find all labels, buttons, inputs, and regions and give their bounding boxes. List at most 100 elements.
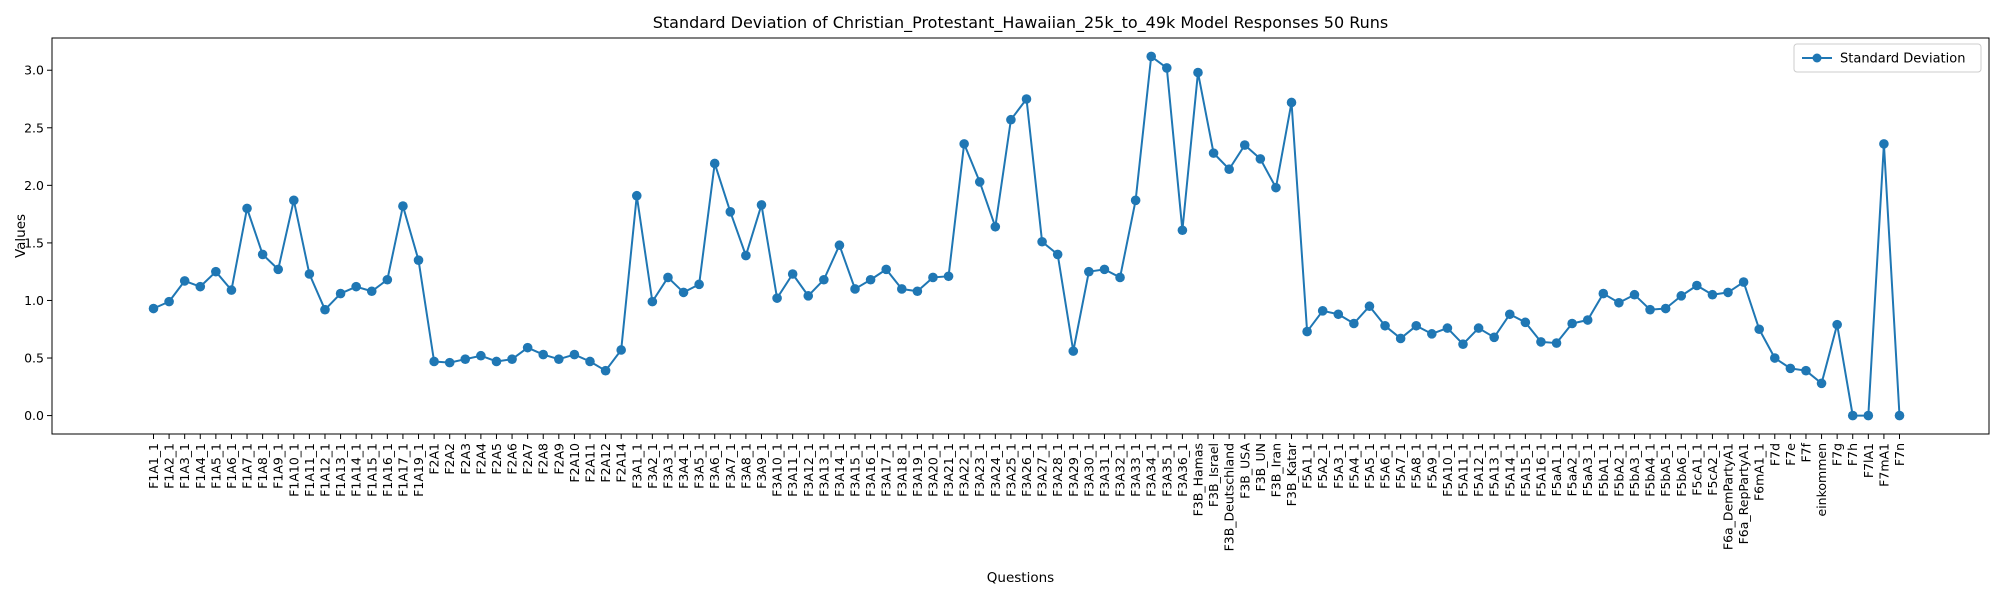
plot-frame (51, 37, 1990, 435)
x-tick-label: einkommen (1814, 443, 1829, 517)
data-point (1567, 318, 1577, 329)
data-point (1146, 51, 1157, 62)
data-point (491, 356, 502, 367)
data-point (756, 200, 767, 210)
x-tick-label: F5A5_1 (1362, 443, 1377, 489)
x-tick-label: F1A12_1 (317, 443, 332, 497)
data-point (320, 304, 330, 315)
x-tick-label: F6a_DemPartyA1 (1721, 443, 1736, 550)
x-axis: F1A1_1 F1A2_1 F1A3_1 F1A4_1 F1A5_1 F1A6_1 F1A7… (146, 434, 1907, 551)
x-tick-label: F5bA2_1 (1611, 443, 1626, 497)
x-tick-label: F1A5_1 (208, 443, 223, 489)
data-point (522, 342, 533, 353)
x-tick-label: F2A1 (427, 443, 442, 475)
data-point (1754, 324, 1764, 335)
x-tick-label: F1A4_1 (193, 443, 208, 489)
data-point (1068, 346, 1079, 356)
data-point (881, 264, 891, 275)
data-point (211, 266, 221, 277)
data-point (1208, 148, 1219, 158)
data-point (1239, 140, 1250, 150)
x-tick-label: F3A9_1 (754, 443, 769, 489)
x-tick-label: F3A26_1 (1019, 443, 1034, 497)
data-point (1692, 280, 1702, 291)
data-point (647, 296, 658, 307)
data-point (366, 286, 377, 297)
data-point (1395, 333, 1406, 344)
x-axis-label: Questions (987, 570, 1054, 586)
x-tick-label: F2A8 (536, 443, 551, 475)
data-point (928, 272, 938, 283)
data-point (444, 357, 455, 368)
data-point (663, 272, 673, 283)
data-point (943, 271, 954, 282)
x-tick-label: F7f (1798, 442, 1813, 462)
data-point (554, 354, 564, 364)
x-tick-label: F7e (1783, 443, 1798, 466)
x-tick-label: F5bA6_1 (1674, 443, 1689, 497)
x-tick-label: F5bA3_1 (1627, 443, 1642, 497)
x-tick-label: F1A19_1 (411, 443, 426, 497)
data-point (1707, 289, 1718, 300)
x-tick-label: F3B_USA (1237, 443, 1252, 499)
data-point (257, 249, 268, 260)
data-point (631, 190, 642, 201)
y-tick-label: 0.5 (24, 351, 44, 366)
x-tick-label: F5cA2_1 (1705, 443, 1720, 496)
data-point (741, 250, 751, 261)
x-tick-label: F3A11_1 (785, 443, 800, 497)
data-point (1021, 94, 1032, 104)
x-tick-label: F7h (1845, 443, 1860, 466)
data-point (226, 285, 237, 295)
x-tick-label: F2A5 (489, 443, 504, 475)
data-point (1006, 114, 1016, 125)
y-tick-label: 1.0 (24, 293, 44, 308)
x-tick-label: F3A13_1 (816, 443, 831, 497)
x-tick-label: F3A33_1 (1128, 443, 1143, 497)
data-point (1847, 410, 1858, 421)
x-tick-label: F3A31_1 (1097, 443, 1112, 497)
data-point (398, 201, 408, 211)
x-tick-label: F3A23_1 (972, 443, 987, 497)
data-point (1816, 378, 1827, 389)
x-tick-label: F1A15_1 (364, 443, 379, 497)
x-tick-label: F3B_Israel (1206, 443, 1221, 507)
x-tick-label: F1A8_1 (255, 443, 270, 489)
data-point (1738, 277, 1749, 287)
x-tick-label: F5A3_1 (1331, 443, 1346, 489)
x-tick-label: F3A22_1 (957, 443, 972, 497)
plot-area (52, 38, 1989, 434)
x-tick-label: F1A7_1 (240, 443, 255, 489)
data-point (1084, 266, 1094, 277)
x-tick-label: F3A34_1 (1144, 443, 1159, 497)
data-point (1442, 323, 1453, 333)
data-point (460, 354, 471, 364)
x-tick-label: F3A21_1 (941, 443, 956, 497)
legend: Standard Deviation (1793, 43, 1982, 73)
data-point (1598, 288, 1609, 299)
y-axis: 0.0 0.5 1.0 1.5 2.0 2.5 3.0 (24, 63, 52, 423)
data-point (289, 195, 299, 206)
x-tick-label: F3A18_1 (894, 443, 909, 497)
x-tick-label: F5A15_1 (1518, 443, 1533, 497)
data-point (850, 284, 860, 294)
x-tick-label: F3A27_1 (1035, 443, 1050, 497)
x-tick-label: F2A7 (520, 443, 535, 475)
data-point (1629, 289, 1640, 300)
x-tick-label: F1A11_1 (302, 443, 317, 497)
data-point (1863, 410, 1874, 421)
data-point (1504, 309, 1515, 320)
data-point (382, 274, 393, 285)
x-tick-label: F3A20_1 (925, 443, 940, 497)
data-point (912, 286, 923, 297)
data-point (1551, 338, 1562, 348)
data-point (1769, 353, 1780, 363)
x-tick-label: F3A24_1 (988, 443, 1003, 497)
legend-box (1793, 43, 1982, 73)
x-tick-label: F3A14_1 (832, 443, 847, 497)
data-point (1676, 291, 1687, 301)
data-point (1489, 332, 1499, 343)
x-tick-label: F2A10 (567, 443, 582, 483)
x-tick-label: F5A16_1 (1533, 443, 1548, 497)
